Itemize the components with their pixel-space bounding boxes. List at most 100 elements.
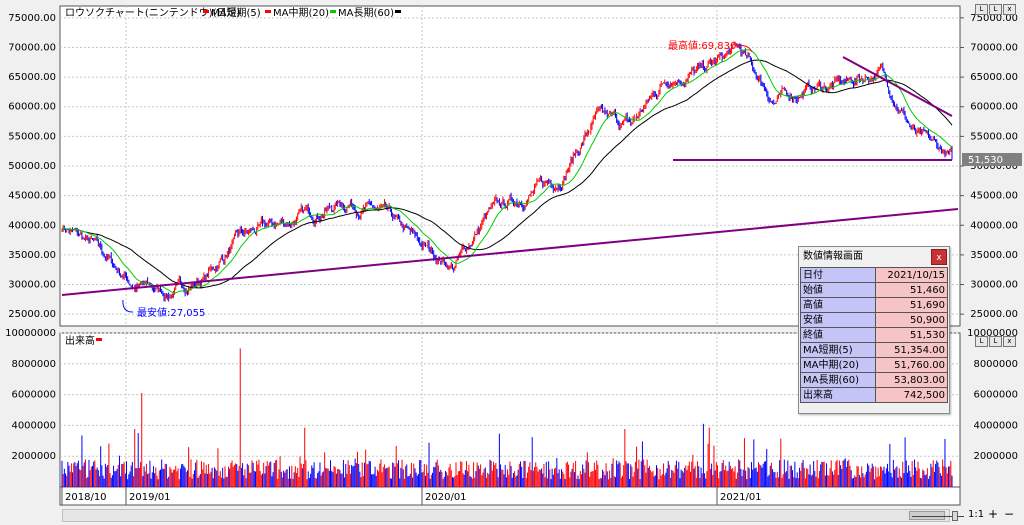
info-key: 出来高 bbox=[800, 387, 876, 403]
resistance-trendline[interactable] bbox=[842, 56, 953, 117]
volume-tick-left: 6000000 bbox=[11, 390, 56, 401]
horizontal-scrollbar[interactable] bbox=[62, 509, 950, 522]
volume-tick-right: 6000000 bbox=[973, 390, 1018, 401]
info-table: 日付 2021/10/15 始値 51,460 高値 51,690 安値 50,900 … bbox=[800, 267, 948, 403]
candles bbox=[61, 41, 953, 302]
volume-tick-left: 10000000 bbox=[5, 328, 56, 339]
volume-tick-right: 2000000 bbox=[973, 451, 1018, 462]
zoom-slider[interactable] bbox=[912, 510, 964, 521]
ma-long-line bbox=[61, 59, 953, 289]
volume-tick-left: 2000000 bbox=[11, 451, 56, 462]
info-key: 日付 bbox=[800, 267, 876, 283]
price-tick-right: 75000.00 bbox=[970, 13, 1018, 24]
price-tick-left: 75000.00 bbox=[8, 13, 56, 24]
volume-resize-button-1[interactable]: L bbox=[975, 336, 988, 347]
price-tick-right: 70000.00 bbox=[970, 42, 1018, 53]
info-panel-close-button[interactable]: x bbox=[931, 249, 947, 265]
zoom-out-button[interactable]: − bbox=[1004, 507, 1015, 521]
volume-bars bbox=[61, 348, 953, 487]
info-panel-title-bar[interactable]: 数値情報画面 x bbox=[799, 247, 949, 267]
volume-resize-button-2[interactable]: L bbox=[989, 336, 1002, 347]
zoom-level: 1:1 bbox=[968, 509, 985, 520]
x-axis-strip bbox=[59, 486, 961, 506]
date-tick-label: 2018/10 bbox=[65, 492, 107, 503]
highest-price-label: 最高値:69,830 bbox=[668, 39, 736, 52]
volume-swatch bbox=[96, 338, 102, 341]
info-row: 始値 51,460 bbox=[800, 282, 948, 298]
volume-tick-right: 10000000 bbox=[967, 328, 1018, 339]
date-tick-label: 2020/01 bbox=[425, 492, 467, 503]
ma-mid-swatch bbox=[265, 10, 271, 13]
chart-title: ロウソクチャート(ニンテンドウ)(日足) bbox=[65, 7, 241, 19]
info-value: 51,354.00 bbox=[875, 342, 948, 358]
price-axis-labels: 75000.00 75000.00 70000.00 70000.00 65000.00… bbox=[8, 13, 1018, 320]
support-trendline[interactable] bbox=[61, 208, 959, 296]
info-value: 2021/10/15 bbox=[875, 267, 948, 283]
info-row: MA長期(60) 53,803.00 bbox=[800, 372, 948, 388]
info-key: 安値 bbox=[800, 312, 876, 328]
info-value: 50,900 bbox=[875, 312, 948, 328]
info-value: 51,460 bbox=[875, 282, 948, 298]
info-value: 51,690 bbox=[875, 297, 948, 313]
date-tick-label: 2021/01 bbox=[720, 492, 762, 503]
volume-legend: 出来高 bbox=[65, 334, 95, 347]
price-tick-right: 35000.00 bbox=[970, 250, 1018, 261]
info-value: 51,760.00 bbox=[875, 357, 948, 373]
volume-tick-right: 8000000 bbox=[973, 359, 1018, 370]
price-tick-right: 65000.00 bbox=[970, 72, 1018, 83]
volume-axis-labels: 10000000 10000000 8000000 8000000 6000000 600… bbox=[5, 328, 1018, 462]
panel-close-button[interactable]: x bbox=[1003, 4, 1016, 15]
volume-panel-buttons: L L x bbox=[975, 336, 1016, 347]
panel-resize-button-2[interactable]: L bbox=[989, 4, 1002, 15]
info-row: MA中期(20) 51,760.00 bbox=[800, 357, 948, 373]
info-row: MA短期(5) 51,354.00 bbox=[800, 342, 948, 358]
data-info-panel[interactable]: 数値情報画面 x 日付 2021/10/15 始値 51,460 高値 51,690 … bbox=[798, 246, 950, 414]
scrollbar-thumb[interactable] bbox=[909, 511, 945, 520]
price-tick-left: 35000.00 bbox=[8, 250, 56, 261]
price-tick-left: 30000.00 bbox=[8, 280, 56, 291]
highest-price-marker bbox=[737, 45, 753, 53]
price-tick-right: 40000.00 bbox=[970, 220, 1018, 231]
volume-close-button[interactable]: x bbox=[1003, 336, 1016, 347]
price-panel-buttons: L L x bbox=[975, 4, 1016, 15]
price-tick-right: 60000.00 bbox=[970, 102, 1018, 113]
price-tick-right: 25000.00 bbox=[970, 309, 1018, 320]
info-value: 53,803.00 bbox=[875, 372, 948, 388]
price-tick-left: 60000.00 bbox=[8, 102, 56, 113]
price-tick-left: 45000.00 bbox=[8, 191, 56, 202]
panel-resize-button-1[interactable]: L bbox=[975, 4, 988, 15]
info-key: MA短期(5) bbox=[800, 342, 876, 358]
zoom-in-button[interactable]: + bbox=[988, 507, 999, 521]
info-value: 742,500 bbox=[875, 387, 948, 403]
volume-tick-left: 8000000 bbox=[11, 359, 56, 370]
price-tick-right: 55000.00 bbox=[970, 131, 1018, 142]
current-price-value: 51,530 bbox=[968, 155, 1003, 166]
lowest-price-marker bbox=[122, 299, 134, 313]
price-tick-right: 30000.00 bbox=[970, 280, 1018, 291]
info-row: 終値 51,530 bbox=[800, 327, 948, 343]
date-tick-label: 2019/01 bbox=[129, 492, 171, 503]
info-key: 終値 bbox=[800, 327, 876, 343]
info-row: 安値 50,900 bbox=[800, 312, 948, 328]
info-value: 51,530 bbox=[875, 327, 948, 343]
info-row: 日付 2021/10/15 bbox=[800, 267, 948, 283]
lowest-price-label: 最安値:27,055 bbox=[137, 306, 205, 319]
price-tick-left: 70000.00 bbox=[8, 42, 56, 53]
zoom-slider-knob[interactable] bbox=[952, 511, 958, 521]
price-tick-left: 40000.00 bbox=[8, 220, 56, 231]
info-key: MA長期(60) bbox=[800, 372, 876, 388]
info-row: 出来高 742,500 bbox=[800, 387, 948, 403]
current-price-tag bbox=[962, 153, 1022, 166]
price-tick-left: 65000.00 bbox=[8, 72, 56, 83]
price-tick-right: 45000.00 bbox=[970, 191, 1018, 202]
ma-short-swatch bbox=[203, 10, 209, 13]
info-row: 高値 51,690 bbox=[800, 297, 948, 313]
volume-tick-left: 4000000 bbox=[11, 420, 56, 431]
info-key: MA中期(20) bbox=[800, 357, 876, 373]
legend-ma-long: MA長期(60) bbox=[338, 7, 394, 19]
info-panel-title: 数値情報画面 bbox=[803, 251, 863, 262]
legend-ma-short: MA短期(5) bbox=[211, 6, 261, 19]
info-key: 高値 bbox=[800, 297, 876, 313]
